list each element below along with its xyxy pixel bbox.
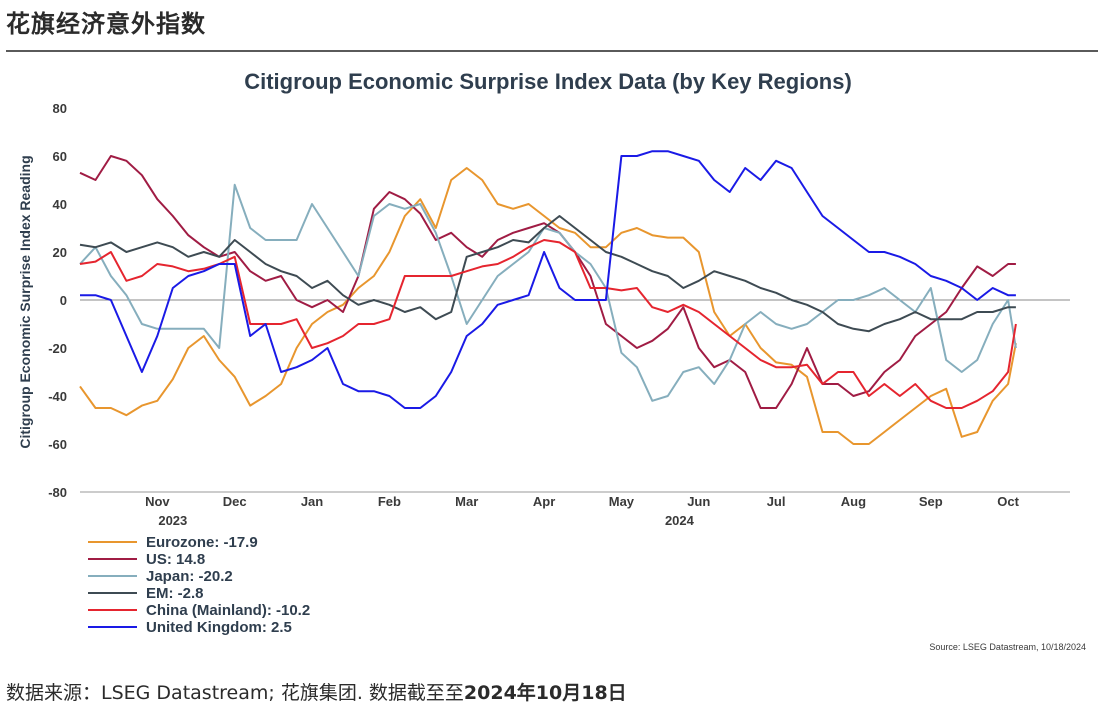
series-line-us [79,155,1016,409]
legend-label: EM: -2.8 [146,585,204,602]
y-axis-label: Citigroup Economic Surprise Index Readin… [17,155,33,448]
series-line-china-mainland [79,239,1017,409]
y-tick-label: 60 [53,149,67,164]
y-tick-label: -20 [48,341,67,356]
y-tick-label: -80 [48,485,67,500]
footer-source-text: LSEG Datastream; 花旗集团. 数据截至至 [101,682,464,704]
legend-label: Japan: -20.2 [146,568,233,585]
chart: Citigroup Economic Surprise Index Data (… [17,69,1086,652]
x-tick-label: Aug [841,494,866,509]
x-tick-label: Jan [301,494,323,509]
y-tick-label: 40 [53,197,67,212]
legend-label: US: 14.8 [146,551,205,568]
series-line-eurozone [79,167,1017,445]
chart-title: Citigroup Economic Surprise Index Data (… [244,69,852,94]
y-tick-label: 0 [60,293,67,308]
footer-date: 2024年10月18日 [463,682,627,704]
x-tick-label: Sep [919,494,943,509]
x-tick-label: May [609,494,635,509]
series-line-japan [79,183,1017,402]
y-tick-label: 80 [53,101,67,116]
y-tick-label: -60 [48,437,67,452]
x-tick-label: Mar [455,494,478,509]
x-tick-label: Apr [533,494,555,509]
title-divider [6,50,1098,52]
source-note: Source: LSEG Datastream, 10/18/2024 [929,642,1086,652]
year-label: 2024 [665,513,695,528]
x-tick-label: Nov [145,494,170,509]
legend-label: United Kingdom: 2.5 [146,619,292,636]
x-tick-label: Feb [378,494,401,509]
page-title: 花旗经济意外指数 [6,10,206,38]
footer-prefix: 数据来源： [6,682,102,704]
axes-layer: 80 60 40 20 0 -20 -40 -60 -80 Nov Dec Jan Feb Mar Apr M… [48,101,1070,528]
legend-label: Eurozone: -17.9 [146,534,258,551]
series-line-em [79,215,1016,333]
y-tick-label: 20 [53,245,67,260]
x-tick-label: Dec [223,494,247,509]
x-tick-label: Jul [767,494,786,509]
x-tick-label: Jun [687,494,710,509]
year-label: 2023 [158,513,187,528]
x-tick-label: Oct [997,494,1019,509]
footer-source: 数据来源：LSEG Datastream; 花旗集团. 数据截至至2024年10… [6,678,627,705]
series-line-united-kingdom [80,150,1016,409]
y-tick-label: -40 [48,389,67,404]
legend-label: China (Mainland): -10.2 [146,602,310,619]
series-layer [79,150,1017,445]
